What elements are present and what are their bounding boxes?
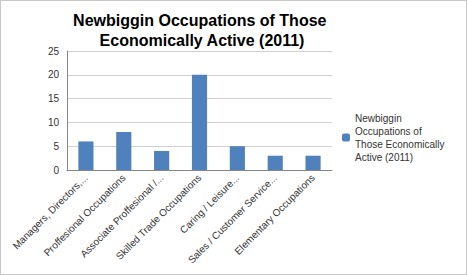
svg-text:25: 25 xyxy=(48,46,60,57)
svg-text:Skilled Trade Occupations: Skilled Trade Occupations xyxy=(113,172,204,262)
svg-text:5: 5 xyxy=(53,141,59,152)
svg-text:Economically Active (2011): Economically Active (2011) xyxy=(100,32,305,49)
svg-text:Occupations of: Occupations of xyxy=(355,126,424,137)
svg-text:15: 15 xyxy=(48,93,60,104)
svg-text:20: 20 xyxy=(48,69,60,80)
svg-text:Newbiggin Occupations of Those: Newbiggin Occupations of Those xyxy=(73,12,331,29)
svg-text:Those Economically: Those Economically xyxy=(355,139,447,150)
svg-text:Associate Proffesional /...: Associate Proffesional /... xyxy=(78,172,166,260)
svg-text:Newbiggin: Newbiggin xyxy=(355,113,404,124)
svg-text:Proffesional Occupations: Proffesional Occupations xyxy=(41,172,128,259)
svg-text:Elementary Occupations: Elementary Occupations xyxy=(232,172,317,257)
svg-text:Sales / Customer Service...: Sales / Customer Service... xyxy=(185,172,280,266)
svg-text:Active (2011): Active (2011) xyxy=(355,152,413,163)
svg-text:0: 0 xyxy=(53,165,59,176)
svg-text:Caring / Leisure...: Caring / Leisure... xyxy=(177,172,242,236)
svg-text:10: 10 xyxy=(48,117,60,128)
svg-text:Managers, Directors,...: Managers, Directors,... xyxy=(11,172,90,251)
